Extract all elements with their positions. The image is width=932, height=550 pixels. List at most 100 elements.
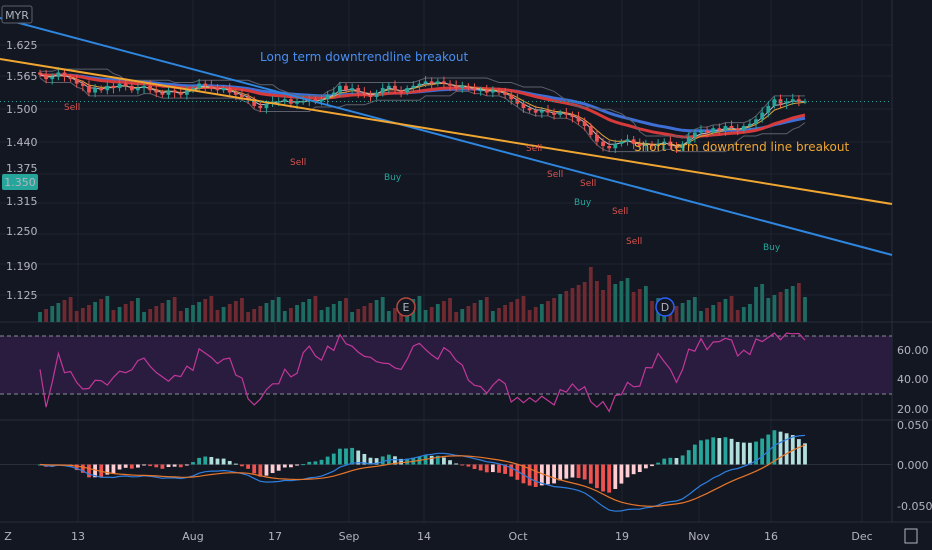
- macd-histogram-bar: [203, 456, 208, 465]
- volume-bar: [166, 300, 171, 322]
- candle-body: [325, 94, 330, 100]
- candle-body: [172, 90, 177, 93]
- candle-body: [319, 99, 324, 102]
- candle-body: [417, 83, 422, 86]
- macd-histogram-bar: [546, 464, 550, 485]
- candle-body: [637, 143, 642, 147]
- volume-bar: [478, 300, 483, 322]
- earnings-marker: [396, 297, 416, 317]
- candle-body: [405, 88, 410, 93]
- candle-body: [240, 94, 244, 97]
- macd-histogram-bar: [460, 464, 465, 466]
- price-tick-label: 1.500: [6, 103, 38, 116]
- macd-histogram-bar: [772, 430, 777, 465]
- rsi-tick-label: 60.00: [897, 344, 929, 357]
- macd-histogram-bar: [429, 455, 434, 465]
- candle-body: [68, 76, 73, 80]
- macd-histogram-bar: [319, 459, 324, 465]
- candle-body: [766, 105, 771, 113]
- macd-histogram-bar: [582, 464, 587, 480]
- candle-body: [772, 99, 777, 106]
- macd-histogram-bar: [503, 464, 508, 474]
- macd-histogram-bar: [637, 464, 642, 473]
- candle-body: [625, 139, 630, 142]
- volume-bar: [289, 308, 293, 322]
- volume-bar: [423, 310, 428, 322]
- macd-histogram-bar: [558, 464, 563, 481]
- macd-histogram-bar: [160, 464, 165, 469]
- volume-bar: [50, 306, 55, 322]
- candle-body: [564, 112, 569, 115]
- macd-histogram-bar: [178, 464, 183, 468]
- candle-body: [460, 85, 465, 89]
- volume-bar: [99, 299, 104, 322]
- macd-histogram-bar: [484, 464, 489, 473]
- macd-histogram-bar: [705, 439, 709, 465]
- volume-bar: [723, 299, 728, 322]
- volume-bar: [705, 308, 709, 322]
- volume-bar: [337, 301, 342, 322]
- macd-histogram-bar: [111, 464, 116, 474]
- candle-body: [184, 90, 189, 95]
- volume-bar: [680, 303, 685, 322]
- candle-body: [289, 99, 293, 104]
- volume-bar: [711, 305, 716, 322]
- time-axis-label: 14: [417, 530, 431, 543]
- macd-histogram-bar: [692, 444, 697, 465]
- candle-body: [362, 92, 367, 95]
- volume-bar: [74, 311, 79, 322]
- candle-body: [735, 128, 740, 131]
- candle-body: [429, 81, 434, 84]
- candle-body: [699, 130, 703, 133]
- macd-histogram-bar: [442, 457, 446, 465]
- volume-bar: [129, 301, 134, 322]
- volume-bar: [790, 286, 795, 322]
- candle-body: [350, 88, 355, 91]
- macd-histogram-bar: [337, 448, 342, 465]
- macd-histogram-bar: [650, 464, 654, 467]
- macd-histogram-bar: [490, 464, 495, 473]
- volume-bar: [533, 307, 538, 322]
- macd-histogram-bar: [760, 438, 765, 465]
- candle-body: [595, 134, 599, 142]
- volume-bar: [295, 305, 299, 322]
- volume-bar: [105, 296, 110, 322]
- volume-bar: [142, 312, 146, 322]
- volume-bar: [178, 311, 183, 322]
- volume-bar: [686, 300, 691, 322]
- volume-bar: [454, 312, 459, 322]
- candle-body: [331, 92, 336, 95]
- volume-bar: [558, 294, 563, 322]
- volume-bar: [344, 298, 348, 322]
- macd-histogram-bar: [539, 464, 544, 486]
- long-term-trendline: [0, 17, 893, 256]
- buy-signal-label: Buy: [763, 243, 781, 253]
- volume-bar: [735, 310, 740, 322]
- macd-tick-label: 0.000: [897, 459, 929, 472]
- volume-bar: [252, 309, 257, 322]
- time-axis-label: Dec: [851, 530, 872, 543]
- macd-histogram-bar: [588, 464, 593, 484]
- volume-bar: [301, 302, 306, 322]
- candle-body: [74, 79, 79, 84]
- macd-histogram-bar: [509, 464, 514, 477]
- volume-bar: [674, 306, 679, 322]
- candle-body: [521, 103, 526, 109]
- macd-histogram-bar: [166, 464, 171, 468]
- candle-body: [717, 128, 722, 131]
- macd-histogram-bar: [270, 464, 275, 474]
- candle-body: [123, 83, 128, 86]
- time-axis-label: Aug: [182, 530, 203, 543]
- time-axis-label: Oct: [508, 530, 528, 543]
- volume-bar: [570, 288, 575, 322]
- volume-bar: [368, 303, 373, 322]
- rsi-tick-label: 40.00: [897, 373, 929, 386]
- macd-histogram-bar: [729, 438, 734, 465]
- macd-histogram-bar: [619, 464, 624, 484]
- macd-histogram-bar: [393, 456, 397, 465]
- volume-bar: [582, 282, 587, 322]
- sell-signal-label: Sell: [612, 207, 628, 217]
- volume-bar: [527, 310, 532, 322]
- buy-signal-label: Buy: [574, 198, 592, 208]
